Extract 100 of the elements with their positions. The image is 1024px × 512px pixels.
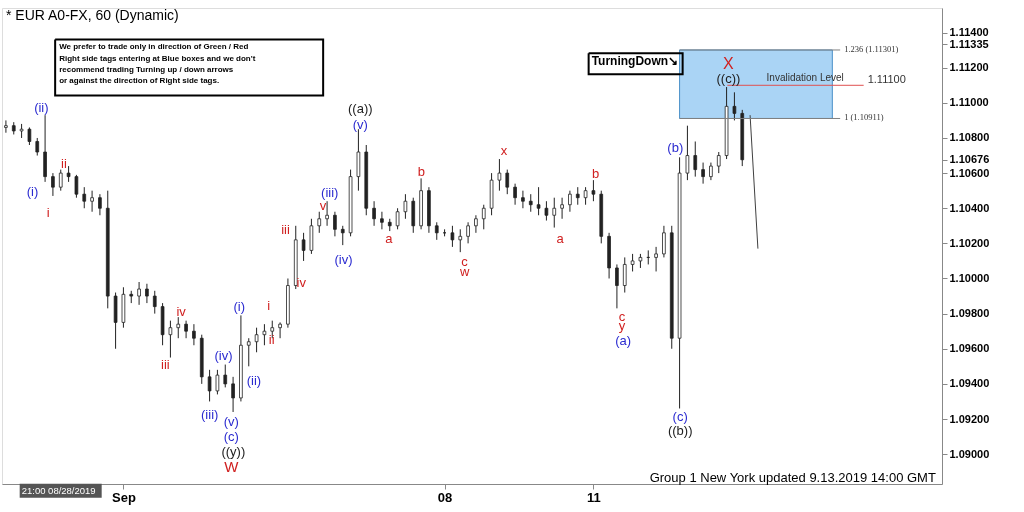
candlestick [701, 162, 705, 185]
y-tick-label: 1.10400 [949, 201, 990, 214]
candlestick [685, 125, 690, 181]
ref-line-label: 1 (1.10911) [844, 112, 884, 123]
x-tick-label: 08 [437, 489, 453, 505]
candlestick [51, 172, 55, 197]
candlestick [732, 91, 737, 121]
candlestick [82, 186, 87, 209]
annotation: iv [296, 274, 307, 290]
annotation: a [556, 230, 565, 246]
candlestick [215, 369, 220, 395]
annotation: iii [161, 357, 170, 373]
y-tick-label: 1.11000 [949, 96, 989, 109]
candlestick [505, 169, 510, 195]
candlestick [693, 140, 698, 178]
candlestick [622, 256, 627, 294]
annotation: i [46, 205, 50, 221]
candlestick [333, 211, 337, 237]
annotation: (ii) [34, 100, 49, 116]
annotation: iv [176, 304, 187, 320]
annotation: We prefer to trade only in direction of Green / Red Right side tags entering at Blue boxes and we don't recommend trading Turning up / down arrows or against the direction of Right side tags. [59, 42, 256, 86]
candlestick [317, 211, 322, 234]
annotation: (ii) [246, 372, 262, 388]
candlestick [262, 323, 267, 346]
candlestick [168, 320, 173, 359]
y-tick-label: 1.09200 [949, 412, 990, 425]
annotation: ((c)) [716, 70, 741, 86]
candlestick [560, 197, 564, 220]
annotation: b [591, 165, 600, 181]
candlestick [254, 327, 259, 353]
y-tick-label: 1.11200 [949, 61, 989, 74]
y-tick-label: 1.09000 [949, 447, 990, 460]
annotation: (v) [352, 116, 368, 132]
annotation: (a) [615, 332, 632, 348]
candlestick [513, 183, 517, 206]
annotation: ((a)) [348, 101, 373, 117]
annotation: (i) [26, 183, 39, 199]
y-tick-label: 1.10600 [949, 166, 990, 179]
candlestick [380, 211, 384, 230]
candlestick [544, 200, 549, 222]
candlestick [184, 320, 188, 339]
annotation: (iv) [214, 348, 233, 364]
annotation: c [461, 254, 469, 270]
candlestick [568, 190, 572, 213]
x-tick-label: 11 [587, 489, 601, 505]
annotation: ((b)) [667, 423, 693, 438]
y-tick-label: 1.09600 [949, 342, 990, 355]
annotation: iii [281, 221, 290, 237]
annotation: (iv) [334, 252, 353, 268]
candlestick [458, 228, 463, 253]
candlestick [4, 119, 8, 134]
annotation: (i) [233, 299, 245, 315]
candlestick [340, 225, 345, 246]
candlestick [301, 232, 306, 262]
annotation: (c) [223, 428, 239, 444]
y-tick-label: 1.11335 [949, 37, 989, 50]
annotation: ii [268, 331, 275, 347]
y-tick-label: 1.10676 [949, 153, 990, 166]
candlestick [474, 214, 478, 234]
annotation: ii [61, 156, 68, 172]
y-tick-label: 1.11400 [949, 26, 989, 39]
candlestick [152, 290, 157, 315]
annotation: ((y)) [221, 443, 246, 459]
candlestick [403, 193, 408, 220]
y-tick-label: 1.09400 [949, 377, 990, 390]
candlestick [325, 200, 329, 227]
candlestick [58, 169, 63, 192]
candlestick [137, 281, 141, 306]
candlestick [552, 197, 557, 229]
y-tick-label: 1.10000 [949, 271, 990, 284]
text: 21:00 08/28/2019 [21, 484, 96, 496]
x-tick-label: Sep [111, 489, 136, 505]
candlestick [662, 225, 666, 258]
annotation: b [417, 163, 425, 179]
candlestick [207, 369, 212, 402]
candlestick [654, 246, 658, 272]
annotation: W [224, 458, 240, 476]
annotation: x [500, 143, 508, 159]
candlestick [395, 207, 400, 230]
ref-line-label: 1.11100 [867, 73, 906, 86]
candlestick [98, 193, 102, 216]
y-tick-label: 1.10200 [949, 236, 990, 249]
candlestick [536, 186, 541, 216]
candlestick [481, 204, 486, 230]
candlestick [246, 337, 251, 367]
candlestick [716, 151, 721, 174]
candlestick [145, 283, 149, 304]
candlestick [90, 190, 94, 213]
candlestick [223, 364, 228, 388]
candlestick [231, 376, 235, 413]
candlestick [466, 221, 470, 244]
candlestick [74, 174, 79, 199]
annotation: (iii) [201, 407, 219, 423]
ref-line-label: 1.236 (1.11301) [844, 43, 899, 54]
annotation: (c) [672, 409, 688, 425]
annotation: Invalidation Level [766, 71, 844, 83]
candlestick [521, 190, 525, 209]
candlestick [615, 263, 619, 309]
candlestick [278, 321, 282, 339]
candlestick [450, 225, 455, 248]
